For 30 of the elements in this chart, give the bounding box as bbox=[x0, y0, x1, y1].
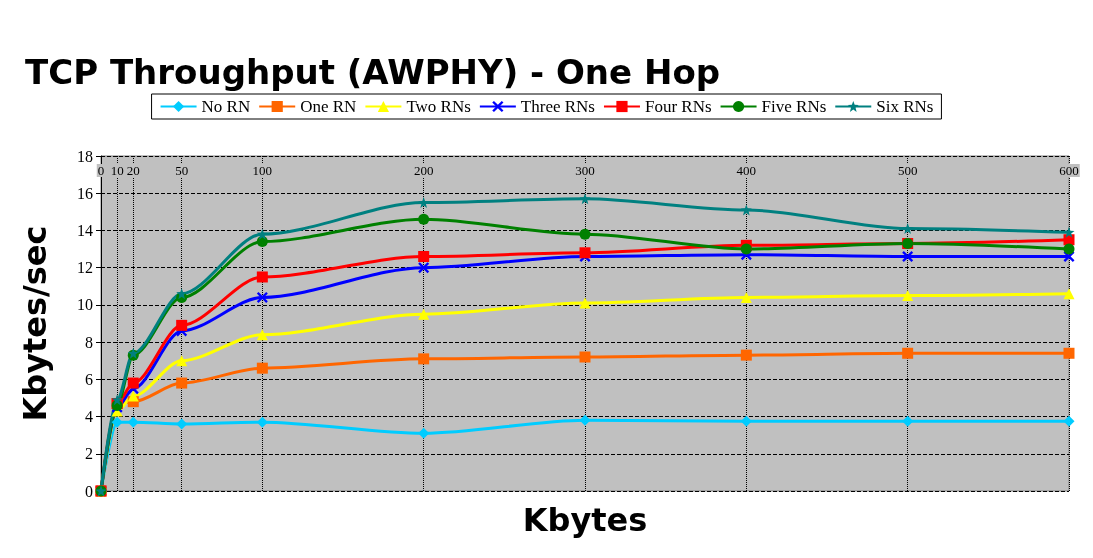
x-tick-label: 20 bbox=[126, 163, 140, 178]
x-tick-label: 50 bbox=[175, 163, 189, 178]
x-axis-title: Kbytes bbox=[522, 501, 648, 539]
x-tick-label: 500 bbox=[897, 163, 918, 178]
legend-label: Four RNs bbox=[644, 97, 712, 116]
x-tick-label: 400 bbox=[736, 163, 757, 178]
y-tick-label: 18 bbox=[77, 147, 93, 165]
y-tick-label: 8 bbox=[85, 333, 93, 351]
x-tick-label: 10 bbox=[110, 163, 124, 178]
legend-label: Five RNs bbox=[761, 97, 827, 116]
legend-label: One RN bbox=[300, 97, 357, 116]
y-tick-label: 0 bbox=[85, 482, 93, 500]
legend-label: Two RNs bbox=[406, 97, 471, 116]
x-tick-label: 0 bbox=[97, 163, 105, 178]
x-tick-label: 600 bbox=[1059, 163, 1079, 178]
y-tick-label: 10 bbox=[77, 296, 93, 314]
legend-label: Six RNs bbox=[876, 97, 934, 116]
x-tick-label: 200 bbox=[413, 163, 434, 178]
x-tick-label: 300 bbox=[575, 163, 595, 178]
y-tick-label: 14 bbox=[77, 221, 93, 239]
y-axis-title: Kbytes/sec bbox=[16, 225, 54, 422]
y-tick-label: 12 bbox=[77, 259, 93, 277]
x-tick-label: 100 bbox=[252, 163, 273, 178]
y-tick-label: 16 bbox=[77, 184, 93, 202]
y-tick-label: 2 bbox=[85, 445, 93, 463]
legend-label: No RN bbox=[201, 97, 251, 116]
y-tick-label: 6 bbox=[85, 370, 93, 388]
y-tick-label: 4 bbox=[85, 408, 93, 426]
chart-title: TCP Throughput (AWPHY) - One Hop bbox=[25, 52, 721, 92]
legend-label: Three RNs bbox=[520, 97, 595, 116]
